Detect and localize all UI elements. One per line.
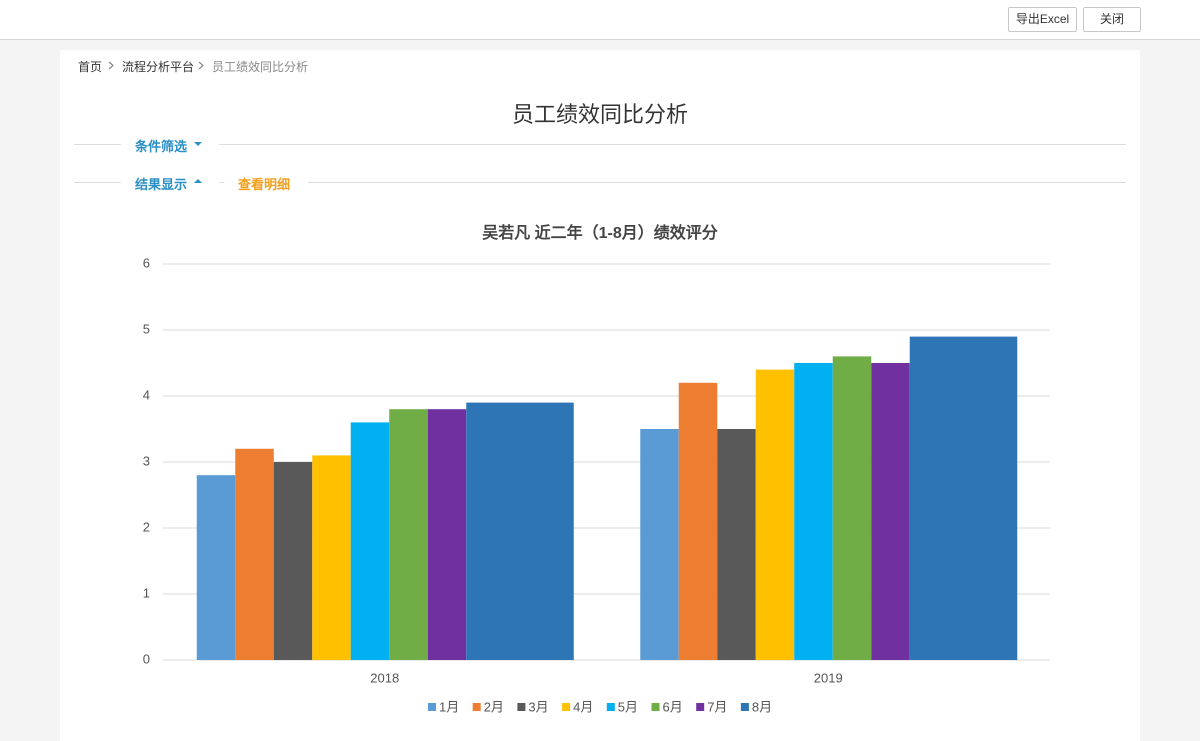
breadcrumb-separator (198, 61, 204, 70)
bar (717, 429, 756, 660)
toggle-arrow (194, 179, 202, 183)
chart-title: 吴若凡 近二年（1-8月）绩效评分 (482, 223, 718, 242)
bar (350, 422, 390, 660)
legend-swatch (651, 703, 660, 711)
bar (678, 382, 718, 660)
bar (235, 448, 274, 660)
y-tick-label: 3 (143, 453, 150, 468)
legend-label: 5月 (618, 699, 638, 714)
bar (832, 356, 872, 660)
bar (196, 475, 236, 660)
view-detail-link[interactable]: 查看明细 (238, 177, 291, 192)
close-button[interactable]: 关闭 (1083, 7, 1141, 32)
bar (871, 363, 910, 660)
top-bar: 导出Excel 关闭 (0, 0, 1200, 40)
legend-label: 6月 (663, 699, 683, 714)
toggle-arrow (194, 142, 202, 146)
bar (427, 409, 467, 660)
page-title: 员工绩效同比分析 (511, 102, 688, 127)
bar (312, 455, 351, 660)
legend-label: 1月 (439, 699, 459, 714)
legend-label: 2月 (484, 699, 504, 714)
y-tick-label: 1 (143, 585, 150, 600)
breadcrumb-link[interactable]: 首页 (78, 60, 103, 74)
divider (74, 182, 121, 183)
chart: 吴若凡 近二年（1-8月）绩效评分 0 1 2 3 4 5 6 2018 2019 1月 2月 3月 4… (143, 223, 1050, 714)
x-tick-label: 2018 (370, 670, 399, 685)
legend-swatch (472, 703, 481, 711)
legend-label: 8月 (752, 699, 772, 714)
bar (640, 429, 679, 660)
x-tick-label: 2019 (814, 670, 843, 685)
export-button[interactable]: 导出Excel (1008, 7, 1077, 32)
divider (74, 144, 121, 145)
legend-label: 4月 (573, 699, 593, 714)
y-tick-label: 2 (143, 519, 150, 534)
divider (219, 182, 224, 183)
legend-label: 3月 (528, 699, 548, 714)
breadcrumb-separator (108, 61, 114, 70)
legend-swatch (517, 703, 526, 711)
bar (466, 402, 574, 660)
breadcrumb-current: 员工绩效同比分析 (212, 60, 309, 74)
condition-filter-toggle[interactable]: 条件筛选 (135, 139, 188, 154)
bar (389, 409, 428, 660)
divider (308, 182, 1126, 183)
y-tick-label: 5 (143, 321, 150, 336)
legend-swatch (428, 703, 436, 711)
bar (755, 369, 795, 660)
y-tick-label: 4 (143, 387, 150, 402)
result-toggle[interactable]: 结果显示 (135, 177, 188, 192)
legend-swatch (740, 703, 749, 711)
y-tick-label: 0 (143, 651, 150, 666)
legend-label: 7月 (707, 699, 727, 714)
divider (219, 144, 1126, 145)
y-tick-label: 6 (143, 255, 150, 270)
bar (794, 363, 833, 660)
bar (909, 336, 1018, 660)
legend-swatch (696, 703, 705, 711)
breadcrumb-link[interactable]: 流程分析平台 (122, 60, 195, 74)
legend-swatch (562, 703, 571, 711)
legend-swatch (606, 703, 615, 711)
bar (273, 462, 313, 660)
